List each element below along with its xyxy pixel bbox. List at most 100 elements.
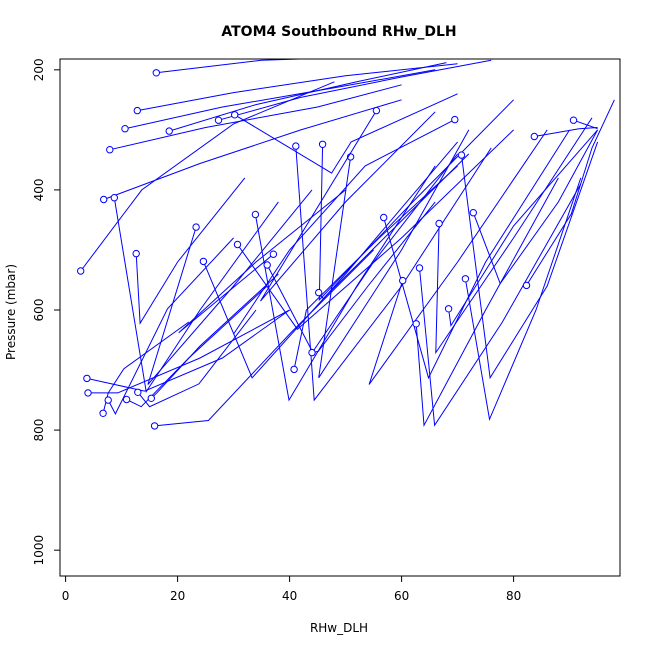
profile-point-23 bbox=[412, 320, 420, 328]
profile-line-7 bbox=[103, 99, 402, 200]
profile-point-2 bbox=[121, 125, 129, 133]
y-tick-label-2: 600 bbox=[32, 299, 46, 322]
profile-point-3 bbox=[106, 146, 114, 154]
profile-point-36 bbox=[99, 409, 107, 417]
profile-line-15 bbox=[266, 153, 458, 353]
profile-line-25 bbox=[435, 117, 593, 355]
x-tick-label-2: 40 bbox=[282, 589, 297, 603]
profile-point-8 bbox=[110, 194, 119, 202]
profile-line-35 bbox=[88, 309, 290, 394]
profile-point-15 bbox=[263, 261, 271, 269]
profile-point-43 bbox=[290, 365, 298, 374]
profile-point-40 bbox=[147, 394, 156, 402]
profile-point-12 bbox=[199, 257, 208, 266]
profile-line-26 bbox=[448, 129, 598, 328]
profile-point-27 bbox=[451, 115, 459, 124]
profile-line-24 bbox=[419, 183, 582, 427]
profile-point-1 bbox=[133, 106, 142, 115]
profile-line-44 bbox=[318, 153, 470, 300]
profile-point-44 bbox=[315, 288, 323, 297]
profile-line-33 bbox=[573, 119, 598, 130]
profile-line-6 bbox=[234, 93, 458, 174]
x-axis-label: RHw_DLH bbox=[310, 621, 368, 635]
profile-point-16 bbox=[269, 250, 278, 258]
x-tick-label-0: 0 bbox=[62, 589, 70, 603]
profile-line-17 bbox=[295, 146, 492, 402]
profile-line-28 bbox=[461, 141, 599, 380]
profile-point-42 bbox=[308, 348, 316, 357]
profile-line-36 bbox=[102, 321, 190, 414]
profile-line-10 bbox=[135, 177, 246, 325]
plot-frame bbox=[59, 58, 621, 577]
profile-point-32 bbox=[530, 132, 538, 141]
profile-point-20 bbox=[372, 106, 381, 115]
profile-line-21 bbox=[383, 129, 571, 380]
profile-line-16 bbox=[178, 189, 346, 334]
x-tick-label-3: 60 bbox=[394, 589, 409, 603]
x-tick-label-1: 20 bbox=[170, 589, 185, 603]
profile-line-2 bbox=[124, 69, 436, 130]
profile-point-0 bbox=[152, 69, 161, 77]
profile-point-10 bbox=[132, 249, 140, 258]
y-tick-label-1: 400 bbox=[32, 178, 46, 201]
profile-line-30 bbox=[472, 129, 599, 285]
y-axis-label: Pressure (mbar) bbox=[4, 264, 18, 360]
profile-point-41 bbox=[150, 422, 159, 430]
profile-line-19 bbox=[318, 129, 470, 379]
profile-point-14 bbox=[251, 210, 260, 219]
profile-point-9 bbox=[77, 267, 85, 275]
profile-line-37 bbox=[107, 237, 234, 416]
profile-point-33 bbox=[569, 116, 578, 124]
profile-point-37 bbox=[104, 396, 112, 404]
profile-line-32 bbox=[534, 127, 598, 137]
profile-line-41 bbox=[154, 249, 374, 427]
profile-point-6 bbox=[231, 111, 239, 119]
profile-point-4 bbox=[165, 127, 173, 135]
profile-line-3 bbox=[109, 84, 402, 151]
profile-point-21 bbox=[380, 213, 388, 222]
profile-line-1 bbox=[137, 63, 458, 112]
profile-line-23 bbox=[415, 177, 559, 428]
profile-line-9 bbox=[80, 81, 335, 272]
profile-point-11 bbox=[192, 223, 200, 231]
profile-line-13 bbox=[237, 129, 514, 330]
profile-point-34 bbox=[83, 374, 91, 383]
profile-point-30 bbox=[469, 209, 477, 217]
profile-line-5 bbox=[218, 59, 492, 121]
profile-line-34 bbox=[86, 309, 290, 392]
profile-line-31 bbox=[526, 99, 615, 286]
profile-point-13 bbox=[233, 240, 242, 249]
profile-line-0 bbox=[156, 59, 315, 74]
profile-point-18 bbox=[318, 140, 327, 149]
profile-point-25 bbox=[435, 219, 443, 228]
profile-point-29 bbox=[461, 275, 470, 283]
profile-line-43 bbox=[293, 165, 458, 370]
profile-line-27 bbox=[233, 119, 456, 335]
profile-point-35 bbox=[84, 389, 92, 397]
profile-line-8 bbox=[113, 197, 279, 394]
profile-point-17 bbox=[292, 142, 300, 150]
profile-line-40 bbox=[150, 273, 279, 399]
profile-point-39 bbox=[134, 388, 142, 396]
profile-point-7 bbox=[100, 195, 108, 204]
y-tick-label-3: 800 bbox=[32, 419, 46, 442]
y-tick-label-4: 1000 bbox=[32, 535, 46, 566]
profile-point-28 bbox=[457, 151, 466, 159]
y-tick-label-0: 200 bbox=[32, 58, 46, 81]
profile-point-5 bbox=[214, 116, 223, 124]
profile-point-26 bbox=[444, 305, 453, 313]
profile-point-38 bbox=[122, 395, 131, 404]
profile-point-24 bbox=[415, 264, 424, 272]
profile-line-39 bbox=[137, 309, 257, 408]
profile-point-22 bbox=[399, 276, 407, 285]
profile-line-20 bbox=[260, 110, 436, 302]
profiles-layer bbox=[77, 59, 615, 430]
profile-point-31 bbox=[522, 281, 531, 290]
chart-title: ATOM4 Southbound RHw_DLH bbox=[221, 24, 456, 40]
profile-line-29 bbox=[464, 177, 582, 422]
profile-line-38 bbox=[126, 285, 268, 408]
profile-line-11 bbox=[147, 189, 313, 385]
x-tick-label-4: 80 bbox=[506, 589, 521, 603]
